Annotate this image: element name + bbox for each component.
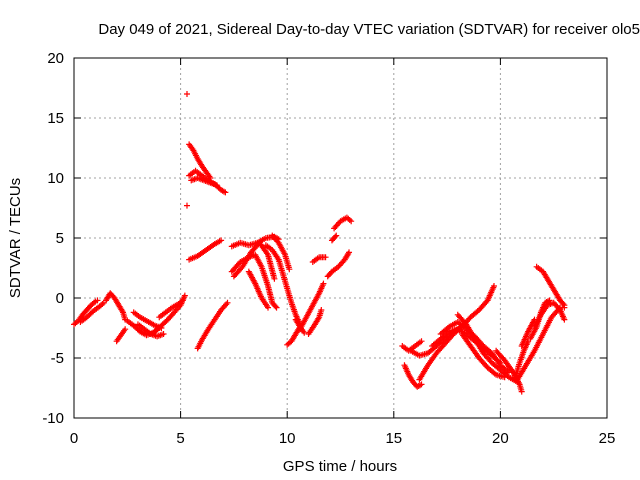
data-point-plus [318,307,325,313]
data-point-plus [348,218,355,225]
x-tick-label: 0 [70,430,78,447]
data-point-plus [224,299,231,306]
data-point-plus [286,266,293,273]
data-point-plus [561,302,568,309]
data-point-plus [183,91,190,97]
data-point-plus [518,388,525,395]
data-point-plus [418,338,425,345]
data-point-plus [122,326,129,333]
x-tick-label: 25 [599,430,616,447]
data-point-plus [418,381,425,388]
data-point-plus [213,182,220,189]
y-tick-label: 20 [47,50,64,67]
data-point-plus [501,374,508,381]
x-axis-label: GPS time / hours [283,458,397,475]
data-point-plus [491,283,498,289]
data-point-plus [94,297,101,304]
data-point-plus [222,189,229,196]
data-point-plus [271,275,278,282]
data-point-plus [179,297,186,304]
data-point-plus [332,233,339,240]
grid-lines [74,58,607,418]
data-point-plus [320,280,327,287]
data-point-plus [561,316,568,323]
y-tick-label: 5 [56,230,64,247]
chart-title: Day 049 of 2021, Sidereal Day-to-day VTE… [98,21,640,38]
data-point-plus [181,292,188,299]
data-point-plus [218,237,225,244]
data-point-plus [273,304,280,311]
data-point-plus [333,232,340,239]
x-tick-label: 20 [492,430,509,447]
y-tick-label: 0 [56,290,64,307]
axis-ticks [73,57,608,419]
data-point-plus [346,249,353,256]
y-tick-label: -5 [51,350,64,367]
tick-labels: 0 5 10 15 20 25 -10 -5 0 5 10 15 20 [42,50,615,447]
data-point-plus [265,304,272,311]
y-axis-label: SDTVAR / TECUs [7,178,24,298]
data-marks [71,91,568,395]
x-tick-label: 10 [279,430,296,447]
data-point-plus [160,331,167,337]
y-tick-label: -10 [42,410,64,427]
x-tick-label: 15 [385,430,402,447]
data-point-plus [301,329,308,336]
x-tick-label: 5 [176,430,184,447]
y-tick-label: 10 [47,170,64,187]
data-point-plus [560,301,567,307]
data-point-plus [322,254,329,261]
y-tick-label: 15 [47,110,64,127]
data-point-plus [183,202,190,209]
data-point-plus [272,303,279,310]
